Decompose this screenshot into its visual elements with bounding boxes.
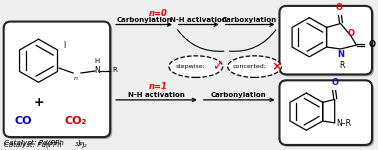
FancyBboxPatch shape: [279, 80, 372, 145]
Text: I: I: [64, 41, 66, 50]
Text: 3: 3: [78, 142, 82, 147]
Text: n=0: n=0: [149, 9, 167, 18]
Text: Catalyst: Pd(PPh: Catalyst: Pd(PPh: [4, 141, 62, 148]
Ellipse shape: [228, 56, 282, 77]
Text: R: R: [339, 61, 344, 70]
Text: Carbonylation: Carbonylation: [211, 92, 266, 98]
Text: CO₂: CO₂: [65, 116, 87, 126]
Text: N-H activation: N-H activation: [128, 92, 184, 98]
FancyBboxPatch shape: [279, 6, 372, 74]
FancyBboxPatch shape: [4, 22, 110, 137]
Text: +: +: [34, 96, 44, 109]
Text: R: R: [112, 67, 117, 73]
Text: O: O: [331, 78, 338, 87]
FancyBboxPatch shape: [6, 24, 112, 139]
Text: N-H activation: N-H activation: [170, 16, 227, 22]
Text: O: O: [369, 40, 375, 49]
Text: CO: CO: [14, 116, 32, 126]
Text: H: H: [94, 58, 99, 64]
Text: O: O: [348, 29, 355, 38]
Text: n: n: [74, 76, 78, 81]
Text: concerted;: concerted;: [232, 64, 266, 69]
Text: ✓: ✓: [212, 60, 223, 73]
Text: N: N: [337, 50, 344, 59]
FancyBboxPatch shape: [282, 82, 374, 147]
Text: ×: ×: [271, 60, 282, 73]
Text: O: O: [336, 3, 343, 12]
Text: )₂: )₂: [81, 141, 87, 147]
Ellipse shape: [169, 56, 223, 77]
Text: N: N: [94, 66, 100, 75]
Text: N–R: N–R: [337, 119, 352, 128]
Text: stepwise;: stepwise;: [176, 64, 206, 69]
Text: Carboxylation: Carboxylation: [222, 16, 277, 22]
Text: n=1: n=1: [149, 82, 167, 91]
FancyBboxPatch shape: [282, 8, 374, 76]
Text: 3: 3: [75, 142, 78, 147]
Text: Carbonylation: Carbonylation: [116, 16, 172, 22]
Text: Catalyst: Pd(PPh: Catalyst: Pd(PPh: [4, 139, 64, 146]
Text: )₂: )₂: [77, 139, 83, 146]
